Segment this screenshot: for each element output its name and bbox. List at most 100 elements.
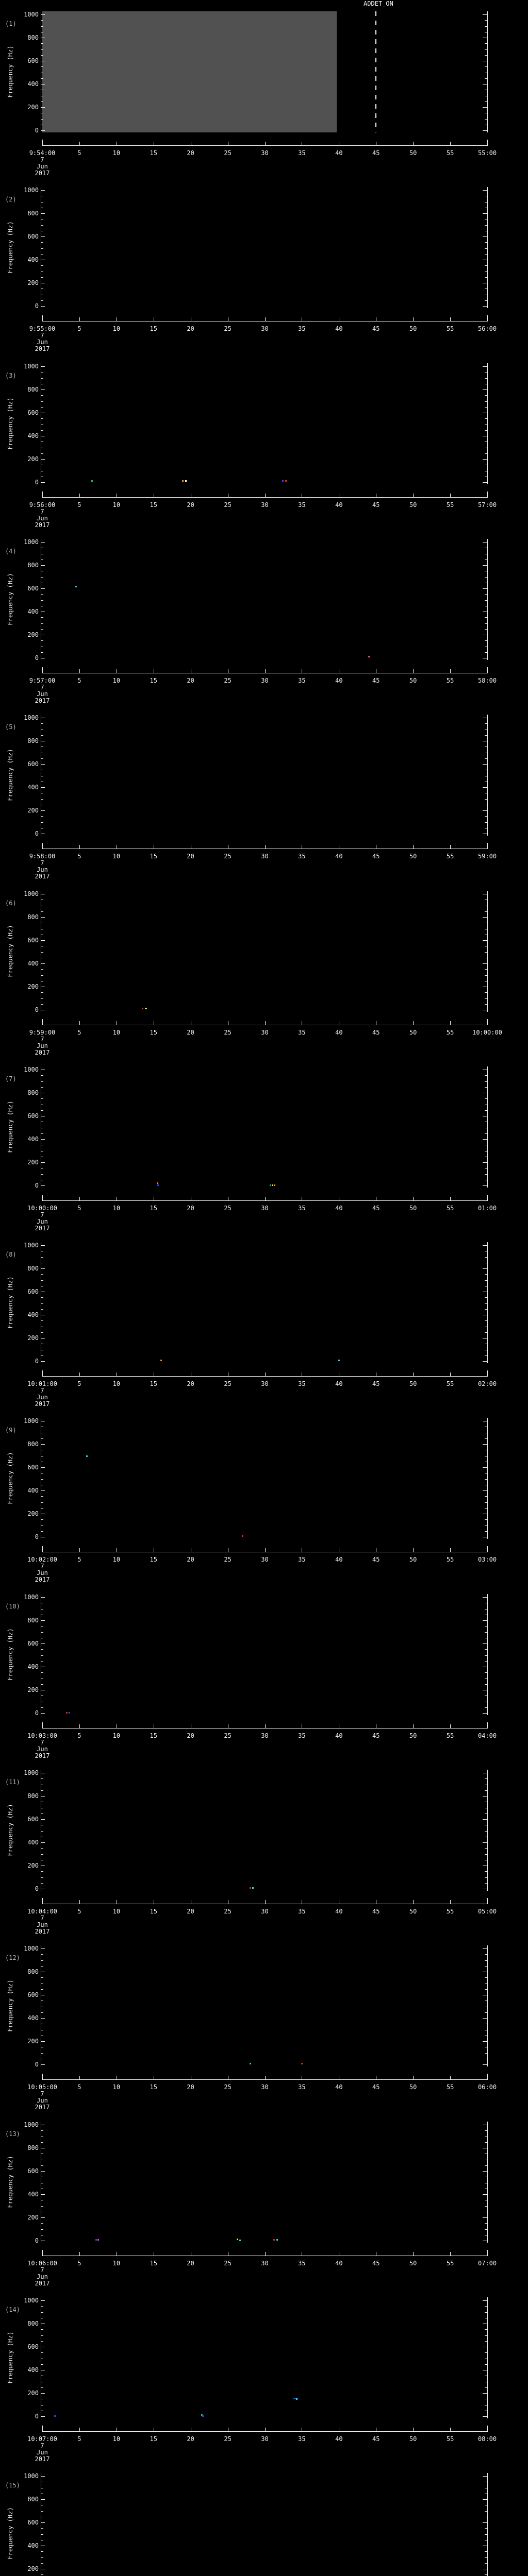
y-tick	[41, 300, 43, 301]
y-tick	[485, 1309, 487, 1310]
y-tick-label: 600	[27, 760, 39, 768]
y-axis-title: Frequency (Hz)	[7, 397, 14, 450]
x-tick-label: 25	[224, 1732, 232, 1739]
x-tick	[42, 843, 43, 849]
x-tick	[42, 140, 43, 145]
y-tick-label: 400	[27, 2014, 39, 2022]
spectrogram-panel: (12) Frequency (Hz) 1000 800 600 400 200 0 5 10 15…	[0, 1934, 528, 2110]
x-tick-label: 20	[187, 2435, 194, 2443]
y-tick	[483, 810, 487, 811]
y-tick-label: 400	[27, 960, 39, 967]
y-tick	[41, 723, 43, 724]
x-tick-label: 25	[224, 325, 232, 332]
start-time-label: 9:55:00	[29, 325, 56, 332]
date-label: 2017	[35, 1225, 50, 1232]
detection-marker	[273, 2239, 275, 2241]
y-tick	[485, 1672, 487, 1673]
y-tick	[485, 1519, 487, 1520]
x-tick-label: 5	[77, 2260, 81, 2267]
y-tick	[41, 2534, 43, 2535]
x-tick-label: 5	[77, 677, 81, 684]
y-tick	[41, 1819, 45, 1820]
y-tick	[41, 1954, 43, 1955]
y-tick	[41, 1796, 45, 1797]
x-tick-label: 55	[446, 1732, 454, 1739]
y-tick	[483, 1444, 487, 1445]
y-tick	[41, 816, 43, 817]
x-tick-label: 10	[112, 1556, 121, 1563]
date-label: 2017	[35, 170, 50, 177]
x-tick-label: 35	[298, 1908, 306, 1915]
y-tick	[485, 629, 487, 630]
y-tick-label: 200	[27, 1334, 39, 1342]
y-tick	[483, 2499, 487, 2500]
start-time-label: 9:58:00	[29, 853, 56, 860]
spectrogram-panel: (13) Frequency (Hz) 1000 800 600 400 200 0 5 10 15…	[0, 2110, 528, 2286]
x-tick	[79, 669, 80, 673]
y-tick-label: 800	[27, 562, 39, 569]
x-tick-label: 20	[187, 677, 194, 684]
detection-marker	[142, 1007, 144, 1009]
y-tick-label: 200	[27, 983, 39, 990]
spectrogram-panel: (9) Frequency (Hz) 1000 800 600 400 200 0 5 10 15 2…	[0, 1406, 528, 1583]
x-tick-label: 35	[298, 1556, 306, 1563]
y-tick-label: 600	[27, 1112, 39, 1120]
y-tick-label: 1000	[24, 1945, 39, 1952]
y-tick	[483, 2217, 487, 2218]
y-tick	[41, 1632, 43, 1633]
y-tick	[485, 623, 487, 624]
detection-marker	[338, 1359, 340, 1361]
x-tick	[413, 1197, 414, 1200]
y-tick	[41, 482, 45, 483]
y-axis-title: Frequency (Hz)	[7, 1276, 14, 1329]
x-tick-label: 40	[335, 325, 343, 332]
y-tick-label: 200	[27, 631, 39, 638]
detection-marker	[157, 1184, 159, 1186]
y-tick	[485, 277, 487, 278]
y-tick	[41, 1162, 45, 1163]
y-tick-label: 800	[27, 2320, 39, 2327]
date-label: Jun	[37, 338, 48, 346]
y-tick	[41, 2206, 43, 2207]
y-tick	[41, 652, 43, 653]
end-time-label: 08:00	[477, 2435, 497, 2443]
detection-marker	[249, 2063, 251, 2065]
y-tick	[41, 1948, 45, 1949]
y-tick-label: 400	[27, 1839, 39, 1846]
y-tick	[485, 1174, 487, 1175]
start-time-label: 10:07:00	[27, 2435, 57, 2443]
panel-index-label: (15)	[5, 2482, 20, 2489]
date-label: 7	[40, 1739, 44, 1746]
y-tick	[485, 406, 487, 408]
plot-area	[42, 1770, 487, 1891]
x-tick-label: 10	[112, 2435, 121, 2443]
y-tick-label: 1000	[24, 714, 39, 721]
x-tick-label: 40	[335, 1732, 343, 1739]
y-tick	[485, 2364, 487, 2365]
y-tick	[41, 1977, 43, 1978]
x-tick-label: 40	[335, 1205, 343, 1212]
y-tick	[41, 1274, 43, 1275]
y-tick	[41, 242, 43, 243]
y-tick	[41, 822, 43, 823]
x-tick-label: 30	[261, 2260, 269, 2267]
y-tick	[41, 225, 43, 226]
y-tick	[485, 66, 487, 67]
y-tick	[485, 1496, 487, 1497]
y-tick	[485, 1303, 487, 1304]
y-tick	[41, 975, 43, 976]
x-tick-label: 45	[372, 853, 380, 860]
x-tick-label: 50	[409, 1029, 417, 1036]
y-tick	[41, 764, 45, 765]
plot-area	[42, 891, 487, 1012]
y-tick	[41, 43, 43, 44]
x-tick	[413, 1900, 414, 1904]
y-tick	[485, 2352, 487, 2353]
x-tick-label: 55	[446, 2260, 454, 2267]
y-tick	[483, 130, 487, 131]
y-tick	[485, 1632, 487, 1633]
y-tick	[41, 992, 43, 993]
detection-marker	[201, 2414, 203, 2416]
y-tick	[41, 236, 45, 237]
